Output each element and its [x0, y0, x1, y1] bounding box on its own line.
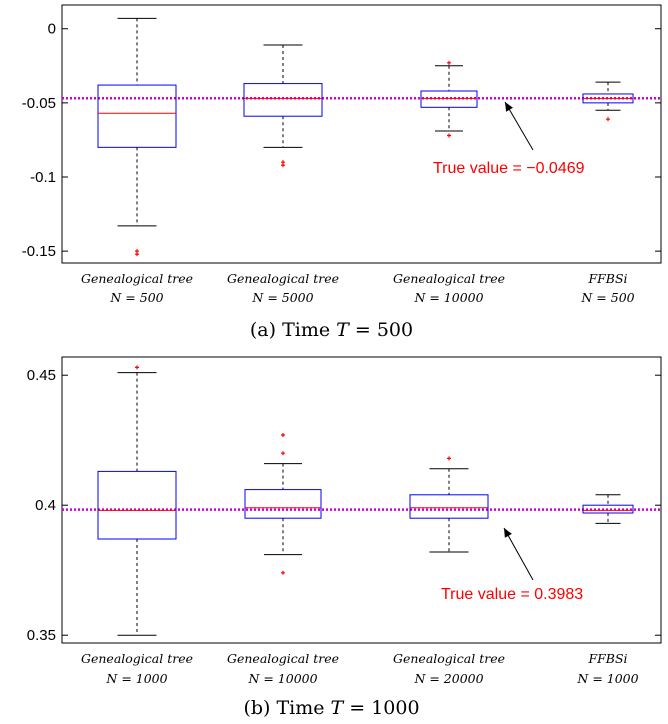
y-tick-label: -0.15 — [22, 243, 56, 260]
category-sublabel: N = 500 — [109, 290, 163, 305]
outlier-point — [135, 365, 139, 370]
category-label: Genealogical tree — [393, 271, 505, 286]
plot-frame — [61, 4, 662, 264]
category-label: Genealogical tree — [81, 271, 193, 286]
box-2: Genealogical tree N = 10000 — [227, 433, 339, 686]
category-label: Genealogical tree — [227, 271, 339, 286]
annotation-arrowhead — [505, 102, 513, 112]
box-iqr — [244, 489, 322, 519]
outlier-point — [447, 60, 451, 65]
box-iqr — [97, 84, 177, 148]
annotation-arrow — [503, 527, 534, 581]
category-sublabel: N = 10000 — [247, 671, 317, 686]
category-sublabel: N = 500 — [580, 290, 634, 305]
box-iqr — [243, 83, 323, 117]
y-tick-label: -0.1 — [30, 169, 56, 186]
category-sublabel: N = 10000 — [413, 290, 483, 305]
box-1: Genealogical tree N = 500 — [81, 17, 193, 305]
category-label: Genealogical tree — [81, 651, 193, 666]
outlier-point — [281, 451, 285, 456]
category-sublabel: N = 20000 — [413, 671, 483, 686]
y-tick-label: 0.45 — [27, 367, 56, 384]
box-iqr — [420, 90, 478, 108]
y-tick-label: 0 — [48, 21, 56, 38]
box-3: Genealogical tree N = 20000 — [393, 456, 505, 686]
outlier-point — [447, 456, 451, 461]
box-4: FFBSi N = 500 — [580, 81, 635, 305]
annotation-arrowhead — [504, 528, 512, 538]
box-iqr — [582, 504, 634, 514]
true-value-annotation: True value = 0.3983 — [441, 586, 583, 603]
outlier-point — [135, 252, 139, 257]
outlier-point — [281, 433, 285, 437]
outlier-point — [281, 163, 285, 168]
y-tick-label: -0.05 — [22, 95, 56, 112]
category-sublabel: N = 5000 — [251, 290, 313, 305]
panel-caption: (b) Time T = 1000 — [243, 697, 419, 719]
category-label: Genealogical tree — [227, 651, 339, 666]
category-label: Genealogical tree — [393, 651, 505, 666]
annotation-arrow — [504, 101, 534, 151]
box-2: Genealogical tree N = 5000 — [227, 44, 339, 305]
outlier-point — [447, 133, 451, 138]
box-4: FFBSi N = 1000 — [576, 494, 639, 686]
box-3: Genealogical tree N = 10000 — [393, 60, 505, 305]
category-label: FFBSi — [587, 651, 627, 666]
category-label: FFBSi — [587, 271, 627, 286]
box-iqr — [409, 494, 489, 519]
plot-frame — [61, 356, 662, 644]
panel-caption: (a) Time T = 500 — [250, 319, 413, 341]
true-value-annotation: True value = −0.0469 — [433, 160, 585, 177]
box-iqr — [97, 470, 177, 540]
category-sublabel: N = 1000 — [576, 671, 638, 686]
outlier-point — [281, 570, 285, 575]
box-1: Genealogical tree N = 1000 — [81, 365, 193, 686]
y-tick-label: 0.35 — [27, 627, 56, 644]
y-tick-label: 0.4 — [35, 497, 56, 514]
category-sublabel: N = 1000 — [105, 671, 167, 686]
outlier-point — [606, 117, 610, 122]
